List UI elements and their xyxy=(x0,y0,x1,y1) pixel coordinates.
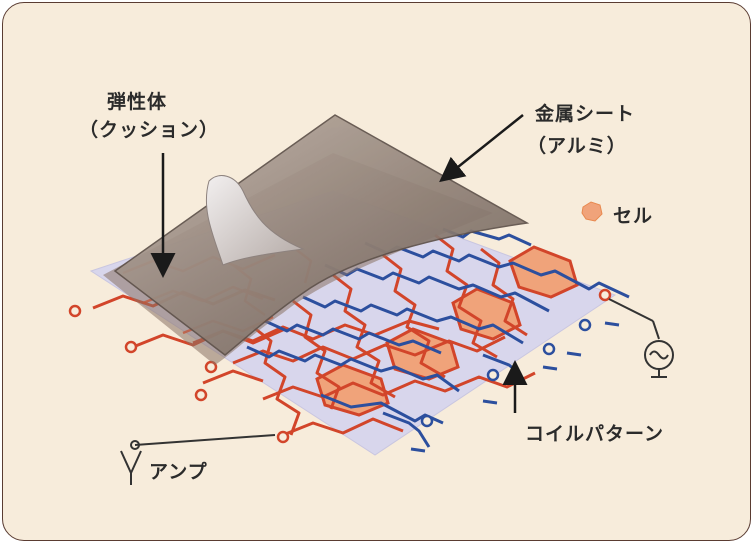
metal-sheet-curl xyxy=(205,175,305,266)
ac-source-icon xyxy=(608,298,674,378)
terminal xyxy=(486,368,500,382)
coil-red-lines xyxy=(92,233,536,437)
terminals xyxy=(68,288,612,444)
terminal xyxy=(68,304,82,318)
terminal xyxy=(276,430,290,444)
label-amp: アンプ xyxy=(149,461,208,483)
ground-icon xyxy=(410,321,620,453)
diagram-canvas xyxy=(68,114,674,485)
label-metal-sheet: 金属シート xyxy=(535,103,636,125)
label-elastic-body: 弾性体 xyxy=(107,91,168,113)
cell xyxy=(508,245,579,299)
cell-marker-icon xyxy=(581,201,603,222)
label-cell: セル xyxy=(613,205,654,227)
terminal xyxy=(420,414,434,428)
terminal xyxy=(542,342,556,356)
label-elastic-body-sub: （クッション） xyxy=(79,119,220,141)
terminal xyxy=(124,340,138,354)
label-coil-pattern: コイルパターン xyxy=(525,423,665,445)
terminals-blue xyxy=(420,318,592,428)
cell xyxy=(385,327,460,381)
antenna-icon xyxy=(120,434,276,485)
label-metal-sheet-sub: （アルミ） xyxy=(527,135,627,157)
metal-sheet xyxy=(113,114,530,356)
terminal xyxy=(194,388,208,402)
terminal xyxy=(578,318,592,332)
arrow-icon xyxy=(150,114,528,413)
terminal xyxy=(598,288,612,302)
terminal xyxy=(204,360,218,374)
